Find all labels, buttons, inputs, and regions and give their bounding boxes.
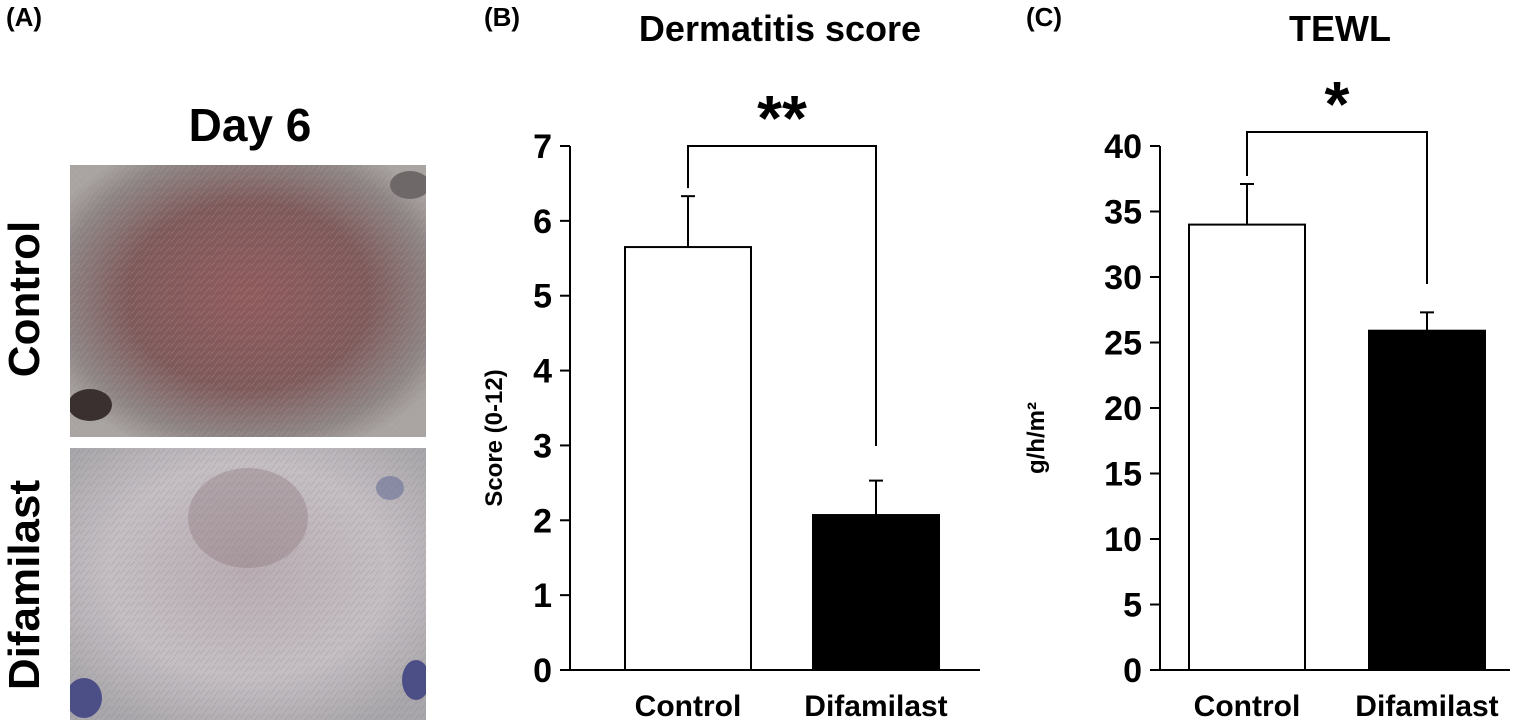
y-axis-label: g/h/m² [1023, 402, 1050, 474]
chart-c-title: TEWL [1289, 8, 1391, 49]
significance-marker: * [1325, 68, 1350, 140]
y-tick-label: 0 [1123, 652, 1142, 690]
chart-c: 0 5 10 15 20 25 30 35 40 g/h/m² Control Difamilast * [1023, 68, 1510, 723]
y-tick-label: 4 [533, 353, 552, 391]
bar-difamilast [812, 514, 940, 671]
y-tick-label: 7 [533, 128, 552, 166]
bar-control [624, 246, 752, 672]
chart-b: 0 1 2 3 4 5 6 7 Score (0-12) Control Difamilast ** [481, 82, 980, 723]
y-tick-label: 40 [1104, 128, 1142, 166]
panel-c-label: (C) [1026, 2, 1063, 32]
bar-difamilast [1368, 329, 1486, 671]
y-tick-label: 0 [533, 652, 552, 690]
y-tick-label: 10 [1104, 521, 1142, 559]
control-skin-photo [70, 165, 426, 437]
y-tick-label: 6 [533, 203, 552, 241]
y-tick-label: 30 [1104, 259, 1142, 297]
bar-control [1188, 223, 1306, 671]
panel-a-label: (A) [6, 2, 43, 32]
row-label-difamilast: Difamilast [0, 479, 49, 691]
y-tick-label: 20 [1104, 390, 1142, 428]
x-tick-label: Difamilast [1355, 690, 1498, 723]
y-tick-label: 5 [1123, 587, 1142, 625]
x-tick-label: Control [1194, 690, 1301, 723]
significance-marker: ** [757, 82, 807, 154]
panel-b-label: (B) [484, 2, 521, 32]
x-tick-label: Difamilast [804, 690, 947, 723]
row-label-control: Control [0, 220, 49, 378]
y-tick-label: 35 [1104, 194, 1142, 232]
y-tick-label: 25 [1104, 325, 1142, 363]
chart-b-title: Dermatitis score [638, 8, 922, 49]
significance-bracket [1246, 131, 1428, 284]
y-tick-label: 15 [1104, 456, 1142, 494]
day-label: Day 6 [188, 99, 312, 151]
y-axis-label: Score (0-12) [481, 369, 508, 506]
y-tick-label: 2 [533, 502, 552, 540]
significance-bracket [687, 145, 877, 446]
difamilast-skin-photo [70, 448, 426, 720]
y-tick-label: 3 [533, 427, 552, 465]
x-tick-label: Control [635, 690, 742, 723]
y-tick-label: 5 [533, 278, 552, 316]
y-tick-label: 1 [533, 577, 552, 615]
